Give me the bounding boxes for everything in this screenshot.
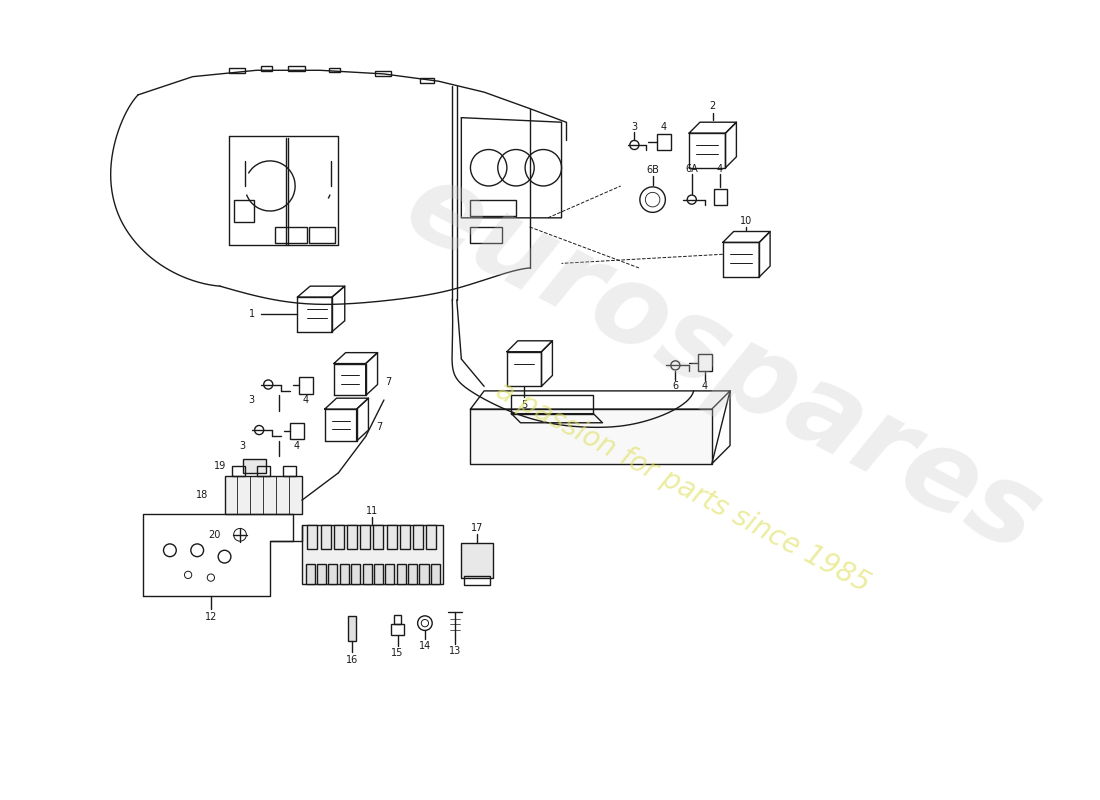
- Bar: [360, 525, 371, 550]
- Bar: [317, 564, 326, 584]
- Bar: [420, 78, 434, 83]
- Bar: [375, 71, 392, 76]
- Bar: [290, 422, 304, 439]
- Text: 6: 6: [672, 382, 679, 391]
- Bar: [232, 466, 244, 475]
- Text: 2: 2: [710, 101, 716, 111]
- Bar: [333, 525, 344, 550]
- Text: eurospares: eurospares: [387, 151, 1058, 576]
- Text: 4: 4: [702, 382, 707, 391]
- Text: 4: 4: [294, 441, 299, 450]
- Bar: [275, 227, 307, 243]
- Text: 7: 7: [385, 377, 392, 386]
- Bar: [283, 466, 296, 475]
- Bar: [349, 616, 355, 642]
- Text: 4: 4: [660, 122, 667, 132]
- Text: 16: 16: [345, 654, 359, 665]
- Bar: [392, 624, 404, 635]
- Bar: [461, 543, 493, 578]
- Text: 15: 15: [392, 648, 404, 658]
- Bar: [387, 525, 397, 550]
- Text: 7: 7: [376, 422, 383, 432]
- Text: 5: 5: [521, 399, 527, 410]
- Bar: [233, 200, 254, 222]
- Text: 6B: 6B: [646, 166, 659, 175]
- Text: 4: 4: [717, 164, 723, 174]
- Text: a passion for parts since 1985: a passion for parts since 1985: [491, 377, 874, 598]
- Bar: [698, 354, 712, 371]
- Text: 3: 3: [631, 122, 638, 132]
- Bar: [329, 67, 340, 72]
- Bar: [288, 66, 305, 71]
- Bar: [374, 564, 383, 584]
- Bar: [340, 564, 349, 584]
- Text: 12: 12: [205, 612, 217, 622]
- Bar: [229, 67, 245, 73]
- Bar: [419, 564, 429, 584]
- Bar: [346, 525, 358, 550]
- Bar: [224, 475, 302, 514]
- Text: 11: 11: [366, 506, 378, 516]
- Text: 10: 10: [740, 215, 752, 226]
- Bar: [427, 525, 437, 550]
- Bar: [261, 66, 272, 71]
- Bar: [329, 564, 338, 584]
- Text: 3: 3: [249, 395, 255, 405]
- Bar: [397, 564, 406, 584]
- Bar: [400, 525, 410, 550]
- Bar: [306, 564, 315, 584]
- Bar: [309, 227, 334, 243]
- Text: 4: 4: [302, 395, 309, 405]
- Bar: [394, 615, 402, 624]
- Bar: [414, 525, 424, 550]
- Bar: [307, 525, 318, 550]
- Bar: [257, 466, 271, 475]
- Bar: [471, 200, 516, 216]
- Text: 18: 18: [196, 490, 208, 500]
- Bar: [243, 459, 265, 473]
- Bar: [657, 134, 671, 150]
- Text: 13: 13: [449, 646, 461, 656]
- Bar: [351, 564, 360, 584]
- Bar: [299, 378, 312, 394]
- Polygon shape: [471, 409, 712, 464]
- Bar: [385, 564, 395, 584]
- Text: 6A: 6A: [685, 164, 698, 174]
- Bar: [302, 525, 443, 584]
- Text: 19: 19: [213, 461, 227, 470]
- Bar: [431, 564, 440, 584]
- Text: 17: 17: [471, 522, 483, 533]
- Text: 20: 20: [208, 530, 221, 540]
- Text: 3: 3: [240, 441, 245, 450]
- Bar: [408, 564, 417, 584]
- Bar: [714, 189, 727, 205]
- Text: 14: 14: [419, 641, 431, 651]
- Text: 1: 1: [249, 310, 255, 319]
- Bar: [471, 227, 503, 243]
- Bar: [464, 576, 491, 585]
- Bar: [374, 525, 384, 550]
- Bar: [320, 525, 331, 550]
- Bar: [363, 564, 372, 584]
